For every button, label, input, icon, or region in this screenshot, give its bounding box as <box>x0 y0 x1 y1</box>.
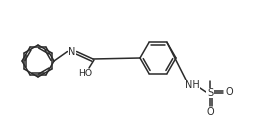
Text: HO: HO <box>78 69 92 78</box>
Text: O: O <box>225 87 233 97</box>
Text: N: N <box>68 47 76 57</box>
Text: NH: NH <box>184 80 199 90</box>
Text: O: O <box>206 107 214 117</box>
Text: S: S <box>207 88 213 98</box>
